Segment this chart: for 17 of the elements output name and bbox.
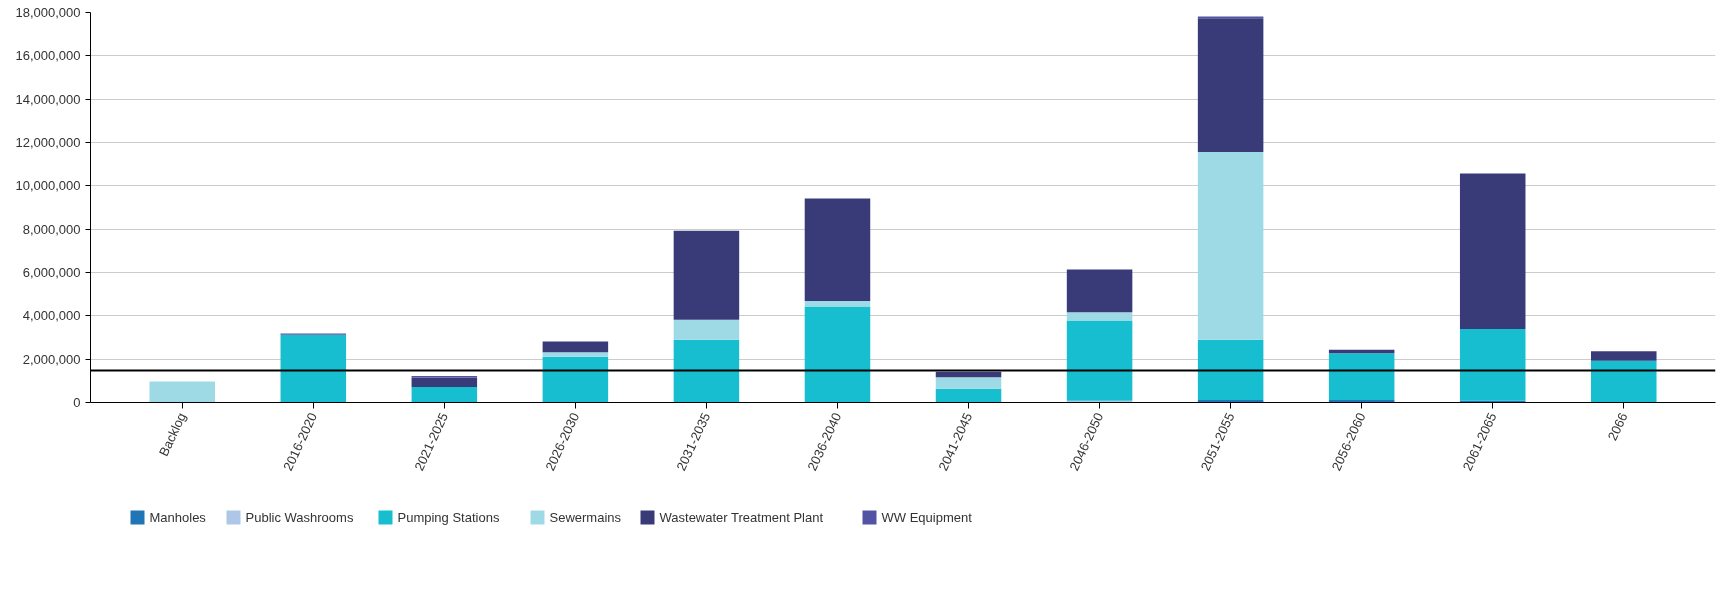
y-tick-label: 14,000,000 — [15, 91, 81, 107]
legend-label: Pumping Stations — [397, 510, 500, 525]
y-tick-label: 6,000,000 — [22, 265, 81, 280]
y-tick-label: 2,000,000 — [22, 351, 81, 367]
y-tick-label: 8,000,000 — [22, 221, 81, 237]
legend-label: Public Washrooms — [245, 510, 354, 525]
legend-label: WW Equipment — [881, 510, 973, 525]
legend-label: Manholes — [149, 510, 207, 525]
x-tick-label: 2066 — [1604, 410, 1631, 443]
legend-label: Wastewater Treatment Plant — [659, 510, 824, 525]
y-tick-label: 10,000,000 — [15, 178, 81, 194]
y-tick-label: 12,000,000 — [15, 135, 81, 150]
y-tick-label: 0 — [73, 395, 81, 410]
y-tick-label: 16,000,000 — [15, 48, 81, 64]
legend-label: Sewermains — [549, 510, 622, 525]
y-tick-label: 18,000,000 — [15, 5, 81, 20]
y-tick-label: 4,000,000 — [22, 308, 81, 324]
